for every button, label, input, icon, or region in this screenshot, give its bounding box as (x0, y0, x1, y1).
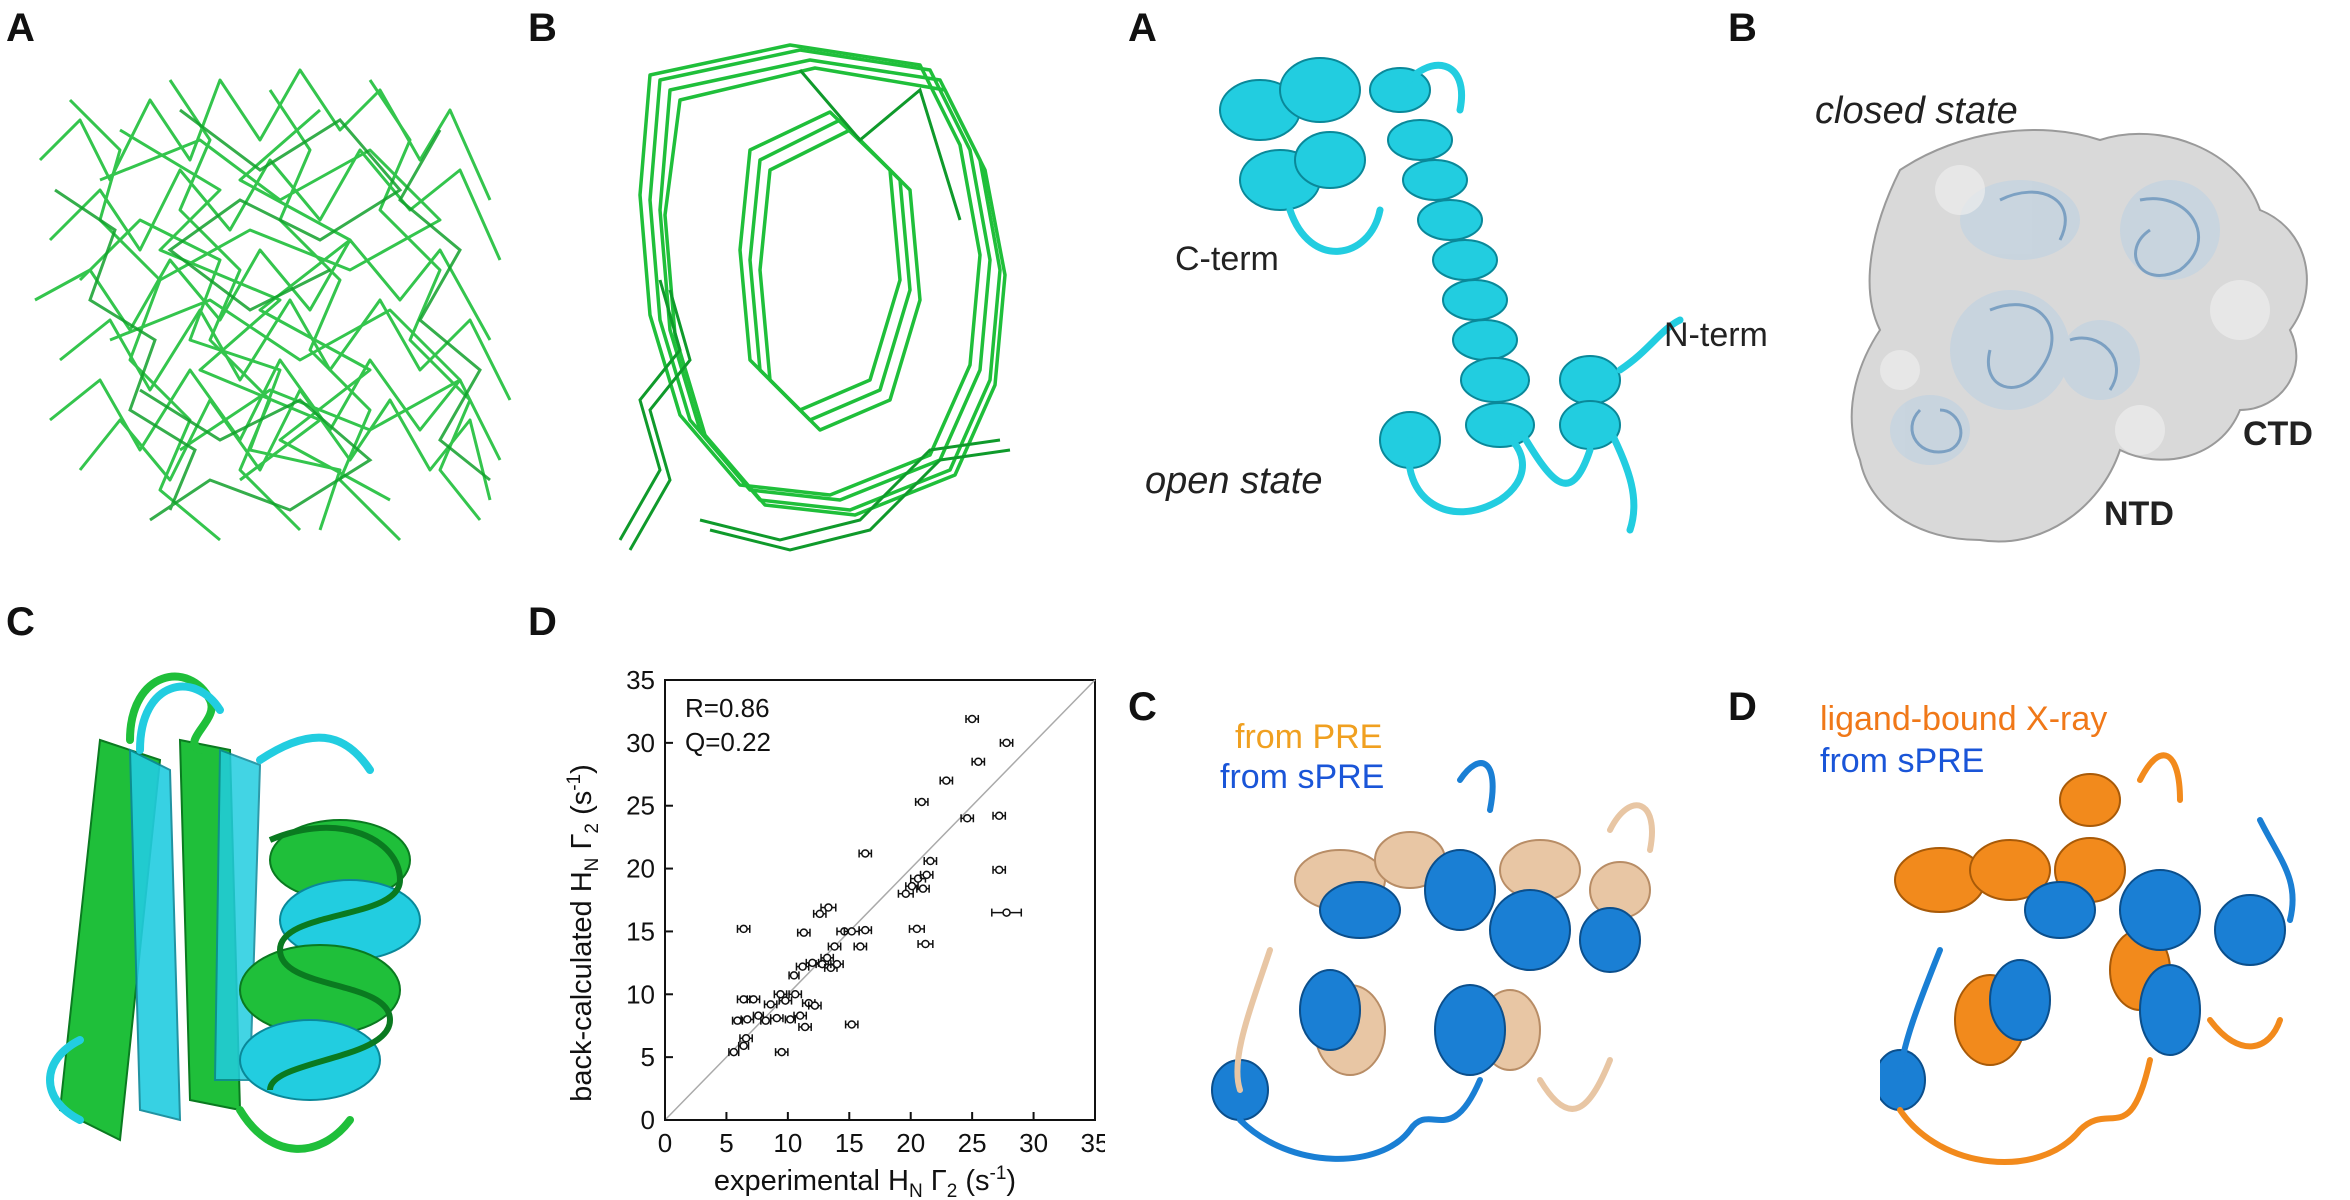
data-point (786, 1015, 795, 1024)
data-point (739, 995, 748, 1004)
data-point (815, 909, 825, 919)
y-tick-label: 0 (641, 1105, 655, 1135)
open-state-structure (1219, 57, 1684, 534)
data-point (912, 924, 922, 934)
x-tick-label: 10 (773, 1128, 802, 1158)
chart-stat-q: Q=0.22 (685, 727, 771, 757)
data-point (733, 1016, 742, 1025)
y-tick-label: 30 (626, 728, 655, 758)
from-spre-label-c: from sPRE (1220, 758, 1385, 796)
chart-plot-area: 0 5 10 15 20 25 30 35 0 5 10 15 20 25 30 35 (626, 665, 1105, 1158)
ligand-bound-overlay-structure (1880, 752, 2296, 1166)
data-point (917, 797, 927, 807)
x-tick-label: 15 (835, 1128, 864, 1158)
data-point (789, 971, 799, 980)
pre-correlation-chart: 0 5 10 15 20 25 30 35 0 5 10 15 20 25 30 35 R=0.86 Q=0.… (564, 665, 1105, 1200)
chart-y-axis-label: back-calculated HN Γ2 (s-1) (564, 764, 603, 1102)
data-point (800, 1022, 810, 1032)
data-point (761, 1016, 770, 1025)
data-point (798, 962, 807, 971)
data-point (907, 881, 917, 891)
data-point (749, 995, 758, 1004)
x-tick-label: 0 (658, 1128, 672, 1158)
ntd-label: NTD (2104, 495, 2174, 533)
cartoon-overlay-structure (46, 672, 421, 1153)
chart-stat-r: R=0.86 (685, 693, 770, 723)
x-tick-label: 30 (1019, 1128, 1048, 1158)
panel-label-a-right: A (1128, 6, 1157, 50)
from-pre-label: from PRE (1235, 718, 1383, 756)
data-point (861, 925, 870, 935)
data-point (781, 996, 790, 1005)
closed-state-surface-structure (1850, 129, 2308, 543)
data-point (739, 1041, 748, 1051)
y-tick-label: 25 (626, 791, 655, 821)
data-point (926, 856, 935, 866)
data-point (901, 889, 911, 898)
panel-label-c-left: C (6, 600, 35, 644)
chart-diagonal-line (664, 679, 1096, 1121)
data-point (777, 1047, 786, 1057)
chart-x-axis-label: experimental HN Γ2 (s-1) (714, 1163, 1016, 1200)
data-point (921, 939, 930, 949)
y-tick-label: 15 (626, 916, 655, 946)
data-point (1002, 908, 1011, 917)
y-tick-label: 35 (626, 665, 655, 695)
data-point (847, 927, 856, 936)
closed-state-label: closed state (1815, 90, 2018, 132)
x-tick-label: 5 (719, 1128, 733, 1158)
data-point (830, 942, 839, 951)
data-point (922, 870, 931, 880)
y-tick-label: 10 (626, 979, 655, 1009)
y-tick-label: 20 (626, 854, 655, 884)
pre-spre-overlay-structure (1211, 760, 1655, 1162)
panel-label-d-left: D (528, 600, 557, 644)
chart-frame (664, 679, 1096, 1121)
x-tick-label: 25 (958, 1128, 987, 1158)
panel-label-a-left: A (6, 6, 35, 50)
data-point (994, 811, 1004, 821)
panel-label-c-right: C (1128, 685, 1157, 729)
data-point (962, 814, 972, 823)
data-point (942, 776, 951, 785)
data-point (1002, 738, 1011, 748)
data-point (743, 1015, 752, 1024)
ligand-bound-label: ligand-bound X-ray (1820, 700, 2108, 738)
y-tick-label: 5 (641, 1042, 655, 1072)
data-point (832, 959, 842, 969)
panel-label-b-left: B (528, 6, 557, 50)
data-point (741, 1034, 751, 1043)
panel-label-b-right: B (1728, 6, 1757, 50)
x-tick-label: 35 (1081, 1128, 1105, 1158)
data-point (776, 990, 785, 999)
data-point (974, 757, 983, 766)
data-point (967, 714, 977, 724)
n-term-label: N-term (1664, 316, 1768, 354)
data-point (739, 924, 748, 934)
data-point (799, 928, 809, 937)
data-point (772, 1013, 782, 1023)
folded-ensemble-structure (618, 43, 1011, 552)
data-point (994, 865, 1004, 875)
data-point (790, 990, 800, 999)
c-term-label: C-term (1175, 240, 1279, 278)
data-point (824, 903, 833, 912)
panel-label-d-right: D (1728, 685, 1757, 729)
data-point (918, 884, 928, 893)
data-point (795, 1011, 805, 1020)
open-state-label: open state (1145, 460, 1323, 502)
from-spre-label-d: from sPRE (1820, 742, 1985, 780)
ctd-label: CTD (2243, 415, 2313, 453)
random-ensemble-structure (34, 68, 512, 542)
data-point (766, 1000, 775, 1009)
data-point (856, 942, 865, 951)
data-point (822, 953, 832, 963)
data-point (847, 1020, 856, 1029)
data-point (810, 1001, 820, 1010)
data-point (808, 958, 817, 968)
data-point (729, 1047, 739, 1057)
data-point (861, 849, 870, 858)
x-tick-label: 20 (896, 1128, 925, 1158)
